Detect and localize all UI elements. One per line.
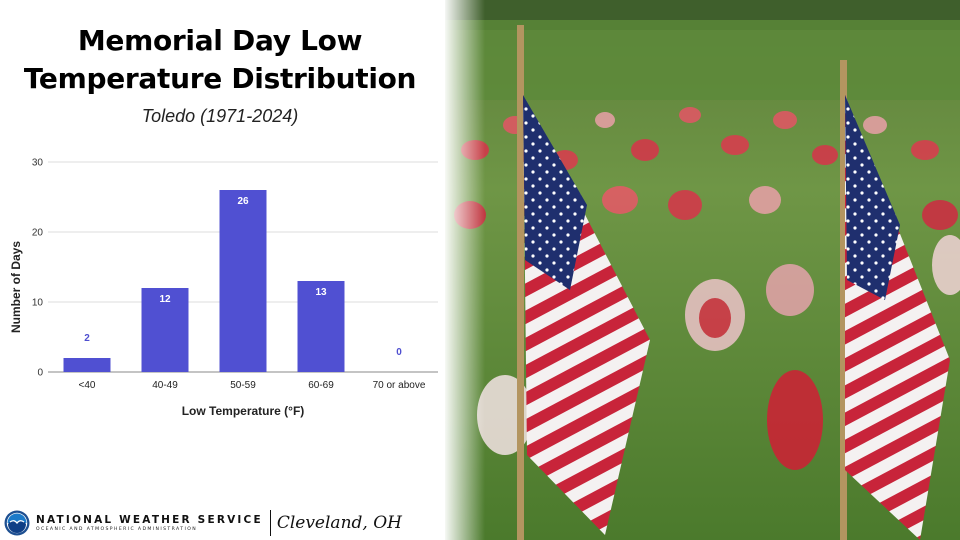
- chart-panel: Memorial Day Low Temperature Distributio…: [0, 0, 445, 540]
- x-tick-label: 40-49: [152, 380, 178, 391]
- title-line-1: Memorial Day Low: [77, 24, 363, 57]
- x-tick-label: 60-69: [308, 380, 334, 391]
- y-tick-label: 0: [37, 368, 43, 379]
- flag-photo-illustration: [445, 0, 960, 540]
- y-tick-label: 20: [32, 228, 44, 239]
- bar-chart: 0 10 20 30 2 <40 12 40-49 26 50-59 13 60-69 0 70 or a…: [9, 158, 438, 418]
- org-name: NATIONAL WEATHER SERVICE: [36, 513, 263, 526]
- data-label: 0: [396, 347, 402, 358]
- org-subtitle: OCEANIC AND ATMOSPHERIC ADMINISTRATION: [36, 526, 198, 532]
- data-label: 12: [159, 294, 171, 305]
- bar: [297, 281, 345, 372]
- data-label: 26: [237, 196, 249, 207]
- bar: [141, 288, 189, 372]
- office-name: Cleveland, OH: [276, 513, 402, 533]
- noaa-logo-icon: [4, 510, 30, 536]
- y-axis-title: Number of Days: [9, 241, 23, 333]
- x-tick-label: 50-59: [230, 380, 256, 391]
- data-label: 13: [315, 287, 327, 298]
- footer-divider: [269, 510, 271, 536]
- y-tick-label: 10: [32, 298, 44, 309]
- x-axis-title: Low Temperature (°F): [182, 404, 305, 418]
- title-line-2: Temperature Distribution: [23, 62, 417, 95]
- american-flags-photo: [445, 0, 960, 540]
- subtitle: Toledo (1971-2024): [141, 106, 299, 126]
- footer: NATIONAL WEATHER SERVICE OCEANIC AND ATM…: [4, 509, 402, 537]
- page-title: Memorial Day Low Temperature Distributio…: [0, 22, 440, 98]
- x-tick-label: <40: [79, 380, 96, 391]
- flag-right: [840, 60, 950, 540]
- flag-left: [517, 25, 650, 540]
- x-tick-label: 70 or above: [373, 380, 426, 391]
- data-label: 2: [84, 333, 90, 344]
- y-tick-label: 30: [32, 158, 44, 169]
- bar: [219, 190, 267, 372]
- bar: [63, 358, 111, 372]
